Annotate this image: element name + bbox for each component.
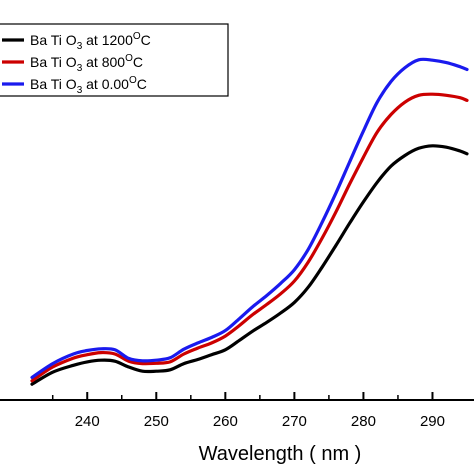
plot-frame (0, 399, 474, 401)
legend-label-0: Ba Ti O3 at 1200OC (30, 31, 151, 52)
legend-part-sup: O (125, 53, 133, 64)
legend-box (0, 23, 229, 97)
x-tick-label: 240 (75, 413, 100, 430)
legend-part-suffix: C (141, 32, 151, 48)
legend-part-prefix: Ba Ti O (30, 76, 77, 92)
legend-part-sub: 3 (77, 63, 83, 74)
x-tick-label: 270 (282, 413, 307, 430)
x-tick-label: 290 (420, 413, 445, 430)
legend-part-middle: at 800 (82, 54, 125, 70)
series-lines (30, 57, 469, 386)
legend-label-2: Ba Ti O3 at 0.00OC (30, 75, 147, 96)
legend-part-suffix: C (133, 54, 143, 70)
x-tick-label: 260 (213, 413, 238, 430)
axes (0, 392, 474, 401)
legend-part-sub: 3 (77, 85, 83, 96)
series-line-0 (30, 144, 469, 386)
legend-part-sub: 3 (77, 41, 83, 52)
legend-part-sup: O (133, 31, 141, 42)
legend-part-sup: O (129, 75, 137, 86)
legend-part-middle: at 0.00 (82, 76, 129, 92)
legend-label-1: Ba Ti O3 at 800OC (30, 53, 143, 74)
legend-part-suffix: C (137, 76, 147, 92)
series-line-1 (30, 92, 469, 383)
x-tick-label: 250 (144, 413, 169, 430)
series-line-2 (30, 57, 469, 379)
legend-part-prefix: Ba Ti O (30, 54, 77, 70)
legend-part-prefix: Ba Ti O (30, 32, 77, 48)
legend-part-middle: at 1200 (82, 32, 133, 48)
x-tick-labels: 240 250 260 270 280 290 (75, 413, 445, 430)
x-tick-label: 280 (351, 413, 376, 430)
x-axis-title: Wavelength ( nm ) (199, 443, 362, 465)
